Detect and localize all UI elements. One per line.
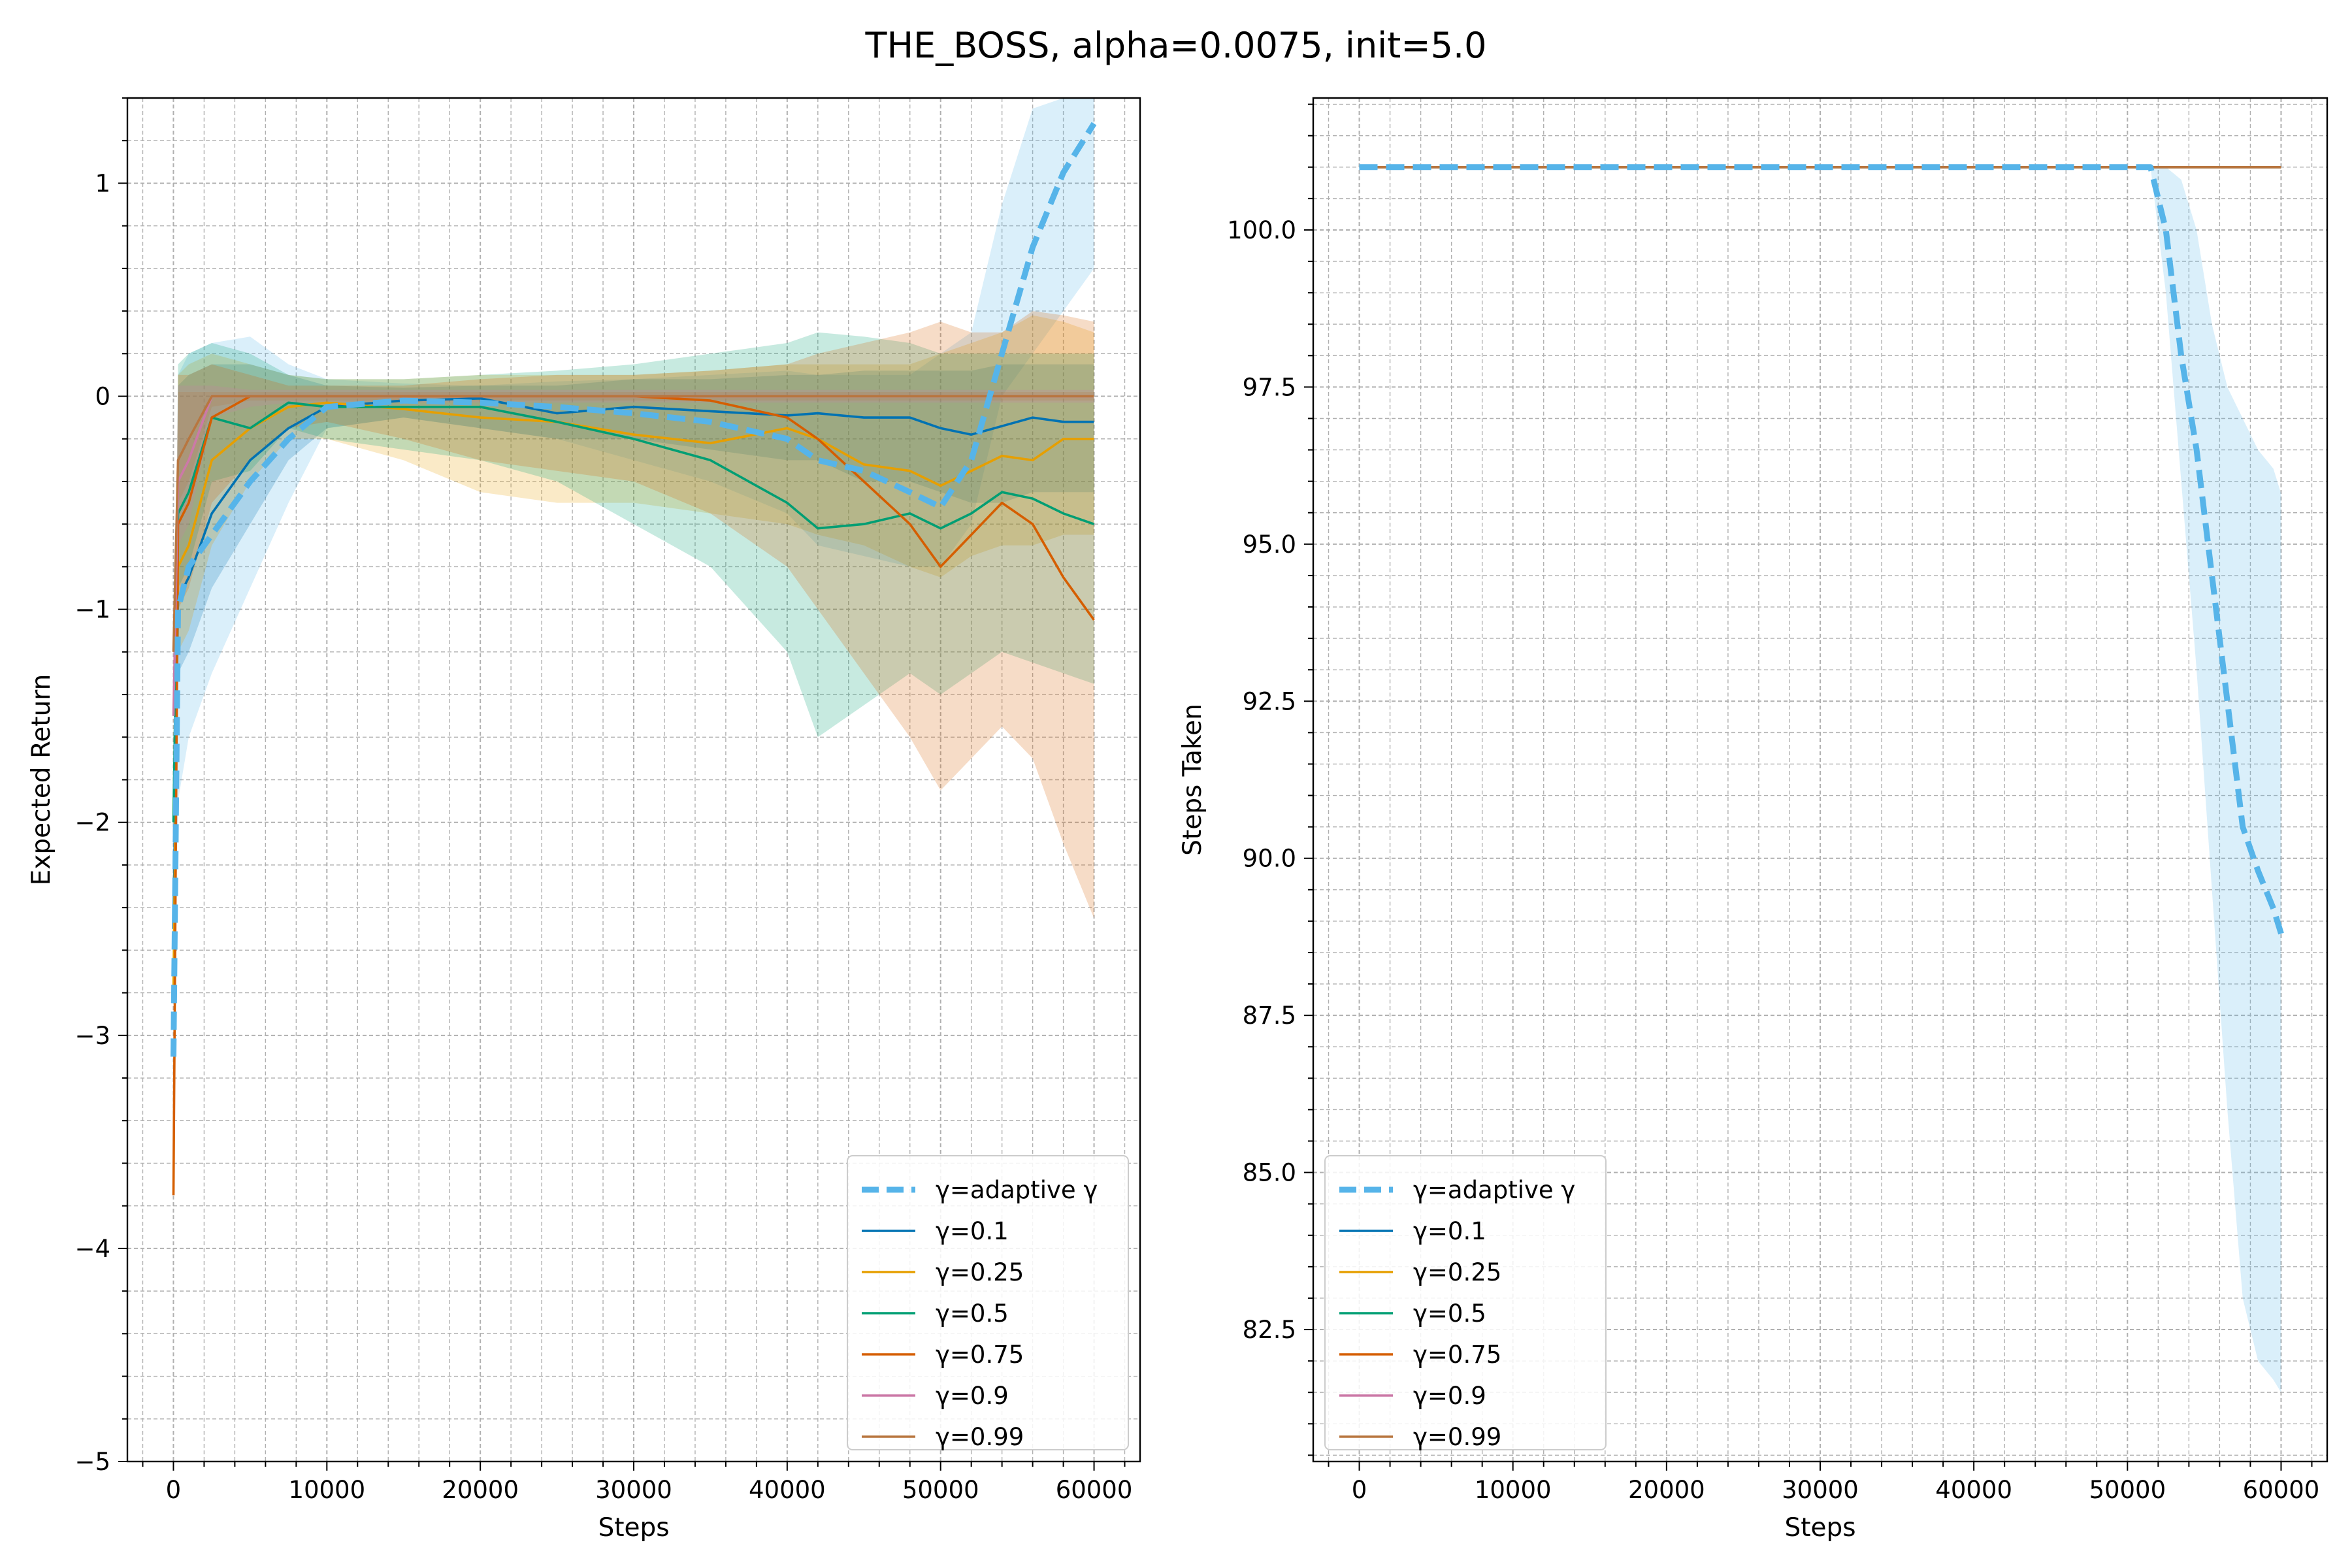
x-tick-label: 50000 (2089, 1476, 2166, 1504)
y-tick-label: −2 (74, 809, 110, 837)
x-axis-label: Steps (1784, 1513, 1855, 1543)
series-line (172, 395, 1095, 1196)
confidence-band (173, 311, 1094, 1196)
plot-area (1359, 164, 2284, 1393)
x-tick-label: 30000 (1782, 1476, 1859, 1504)
y-tick-label: −3 (74, 1022, 110, 1050)
x-tick-label: 40000 (1935, 1476, 2012, 1504)
confidence-band (1359, 167, 2281, 1393)
y-tick-label: −5 (74, 1448, 110, 1476)
x-tick-label: 40000 (749, 1476, 826, 1504)
x-axis-label: Steps (598, 1513, 669, 1543)
left-axes: 0 10000 20000 30000 40000 50000 60000 Steps 1 0 −1… (27, 97, 1141, 1543)
x-tick-label: 50000 (902, 1476, 979, 1504)
y-axis: 1 0 −1 −2 −3 −4 −5 Expected Return (27, 97, 127, 1476)
figure-title: THE_BOSS, alpha=0.0075, init=5.0 (865, 25, 1487, 66)
legend-label: γ=0.99 (936, 1423, 1024, 1451)
legend-label: γ=adaptive γ (936, 1176, 1098, 1204)
series-line (172, 401, 1094, 993)
legend-label: γ=0.25 (936, 1258, 1024, 1286)
legend: γ=adaptive γ γ=0.1 γ=0.25 γ=0.5 γ=0.75 γ=0.9 γ… (847, 1155, 1129, 1451)
legend-box (847, 1155, 1129, 1450)
y-tick-label: 90.0 (1243, 845, 1296, 873)
y-tick-label: 97.5 (1243, 373, 1296, 401)
legend-label: γ=0.99 (1413, 1423, 1501, 1451)
x-tick-label: 60000 (2243, 1476, 2320, 1504)
x-tick-label: 20000 (442, 1476, 519, 1504)
confidence-band (173, 315, 1094, 993)
x-tick-label: 20000 (1628, 1476, 1705, 1504)
legend-label: γ=0.5 (936, 1299, 1009, 1328)
confidence-band (173, 332, 1094, 823)
y-tick-label: 100.0 (1227, 216, 1296, 244)
y-tick-label: 1 (95, 169, 110, 197)
series-line (1359, 164, 2284, 935)
legend-label: γ=0.1 (1413, 1217, 1486, 1245)
legend-label: γ=0.9 (1413, 1382, 1486, 1410)
x-tick-label: 10000 (288, 1476, 365, 1504)
series-line (172, 395, 1094, 652)
y-axis: 100.0 97.5 95.0 92.5 90.0 87.5 85.0 82.5 Steps T… (1178, 103, 1313, 1456)
y-axis-label: Expected Return (27, 674, 56, 886)
legend-label: γ=0.75 (936, 1341, 1024, 1369)
legend-label: γ=adaptive γ (1413, 1176, 1575, 1204)
series-line (171, 122, 1097, 1057)
x-tick-label: 0 (166, 1476, 182, 1504)
y-tick-label: −4 (74, 1235, 110, 1263)
x-tick-label: 10000 (1475, 1476, 1552, 1504)
y-tick-label: 82.5 (1243, 1316, 1296, 1344)
x-tick-label: 30000 (595, 1476, 672, 1504)
x-tick-label: 0 (1352, 1476, 1367, 1504)
grid (1313, 98, 2327, 1462)
right-axes: 0 10000 20000 30000 40000 50000 60000 Steps 100.… (1178, 97, 2328, 1543)
plot-area (171, 98, 1097, 1196)
legend-label: γ=0.1 (936, 1217, 1009, 1245)
y-tick-label: −1 (74, 596, 110, 624)
legend-label: γ=0.9 (936, 1382, 1009, 1410)
legend-label: γ=0.5 (1413, 1299, 1486, 1328)
series-line (172, 401, 1095, 823)
legend-box (1324, 1155, 1607, 1450)
y-tick-label: 87.5 (1243, 1002, 1296, 1030)
y-tick-label: 85.0 (1243, 1159, 1296, 1187)
series-line (172, 397, 1094, 929)
y-tick-label: 92.5 (1243, 687, 1296, 715)
y-axis-label: Steps Taken (1178, 704, 1207, 856)
y-tick-label: 0 (95, 383, 110, 411)
x-axis: 0 10000 20000 30000 40000 50000 60000 Steps (142, 1462, 1132, 1543)
legend: γ=adaptive γ γ=0.1 γ=0.25 γ=0.5 γ=0.75 γ=0.9 γ… (1324, 1155, 1607, 1451)
x-tick-label: 60000 (1056, 1476, 1133, 1504)
legend-label: γ=0.75 (1413, 1341, 1501, 1369)
x-axis: 0 10000 20000 30000 40000 50000 60000 Steps (1328, 1462, 2320, 1543)
y-tick-label: 95.0 (1243, 531, 1296, 559)
legend-label: γ=0.25 (1413, 1258, 1501, 1286)
